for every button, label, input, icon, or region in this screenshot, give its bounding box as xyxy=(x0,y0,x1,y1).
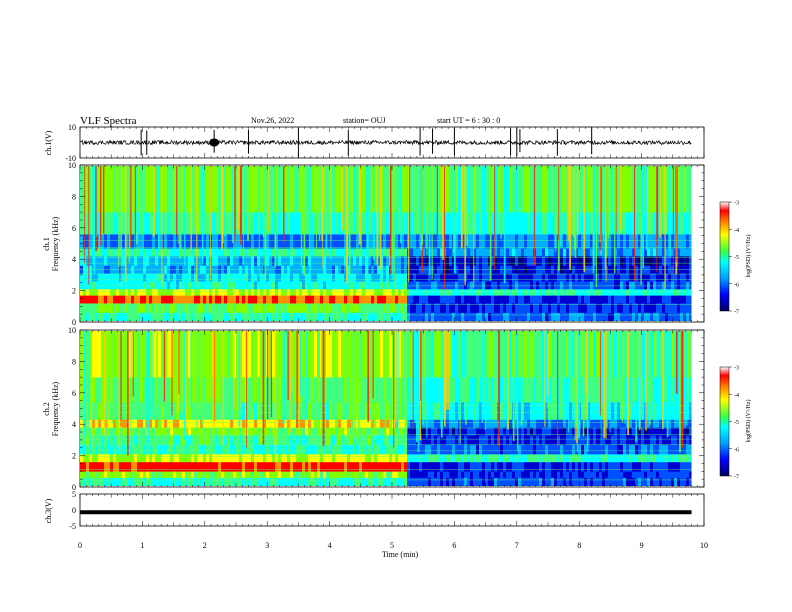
x-tick-label: 5 xyxy=(390,541,394,550)
y-tick-label: 2 xyxy=(72,287,76,296)
x-tick-label: 0 xyxy=(78,541,82,550)
ch1-spectrogram-ylabel-line2: Frequency (kHz) xyxy=(51,216,60,271)
colorbar-tick-label: -5 xyxy=(734,255,739,261)
x-tick-label: 10 xyxy=(700,541,708,550)
y-tick-label: -10 xyxy=(65,154,76,163)
x-tick-label: 8 xyxy=(577,541,581,550)
x-tick-label: 7 xyxy=(515,541,519,550)
x-axis-title: Time (min) xyxy=(382,550,419,559)
ch3-trace-band xyxy=(80,510,692,515)
y-tick-label: 8 xyxy=(72,357,76,366)
colorbar-tick-label: -5 xyxy=(734,420,739,426)
colorbar-tick-label: -7 xyxy=(734,310,739,316)
ch2-spectrogram-ylabel-line2: Frequency (kHz) xyxy=(51,381,60,436)
y-tick-label: 8 xyxy=(72,192,76,201)
ch1-waveform-ylabel: ch.1(V) xyxy=(44,130,53,155)
ch1-colorbar-label: log(PSD) (V²/Hz) xyxy=(745,235,752,278)
y-tick-label: 4 xyxy=(72,255,76,264)
ch1-colorbar-gradient xyxy=(719,201,730,312)
chart-title: VLF Spectra xyxy=(80,115,137,127)
x-tick-label: 3 xyxy=(265,541,269,550)
y-tick-label: 4 xyxy=(72,420,76,429)
y-tick-label: -5 xyxy=(69,522,76,531)
ch2-spectrogram-image xyxy=(80,331,692,486)
y-tick-label: 6 xyxy=(72,224,76,233)
colorbar-tick-label: -4 xyxy=(734,393,739,399)
x-tick-label: 4 xyxy=(328,541,332,550)
colorbar-tick-label: -7 xyxy=(734,475,739,481)
y-tick-label: 10 xyxy=(68,161,76,170)
ch2-colorbar-gradient xyxy=(719,366,730,477)
y-tick-label: 5 xyxy=(72,490,76,499)
start-time-label: start UT = 6 : 30 : 0 xyxy=(437,116,500,125)
y-tick-label: 10 xyxy=(68,123,76,132)
y-tick-label: 2 xyxy=(72,452,76,461)
colorbar-ticks: -3 -4 -5 -6 -7 -3 -4 -5 -6 -7 xyxy=(729,201,739,481)
colorbar-tick-label: -3 xyxy=(734,366,739,372)
date-label: Nov.26, 2022 xyxy=(251,116,294,125)
colorbar-tick-label: -6 xyxy=(734,447,739,453)
x-tick-label: 2 xyxy=(203,541,207,550)
colorbar-tick-label: -6 xyxy=(734,282,739,288)
ch1-waveform-trace xyxy=(79,127,692,158)
ch1-spectrogram-image xyxy=(80,166,692,321)
y-tick-label: 10 xyxy=(68,326,76,335)
x-tick-label: 1 xyxy=(140,541,144,550)
ch2-colorbar-label: log(PSD) (V²/Hz) xyxy=(745,400,752,443)
ch3-waveform-trace xyxy=(80,510,692,515)
ch3-waveform-ylabel: ch.3(V) xyxy=(44,498,53,523)
ch2-spectrogram-ylabel-line1: ch.2 xyxy=(42,402,51,416)
y-tick-label: 0 xyxy=(72,483,76,492)
colorbar-tick-label: -3 xyxy=(734,201,739,207)
station-label: station= OUJ xyxy=(343,116,386,125)
y-tick-label: 6 xyxy=(72,389,76,398)
y-tick-label: 0 xyxy=(72,318,76,327)
x-tick-label: 9 xyxy=(640,541,644,550)
x-tick-label: 6 xyxy=(452,541,456,550)
colorbar-tick-label: -4 xyxy=(734,228,739,234)
y-tick-label: 0 xyxy=(72,506,76,515)
ch1-spectrogram-ylabel-line1: ch.1 xyxy=(42,237,51,251)
